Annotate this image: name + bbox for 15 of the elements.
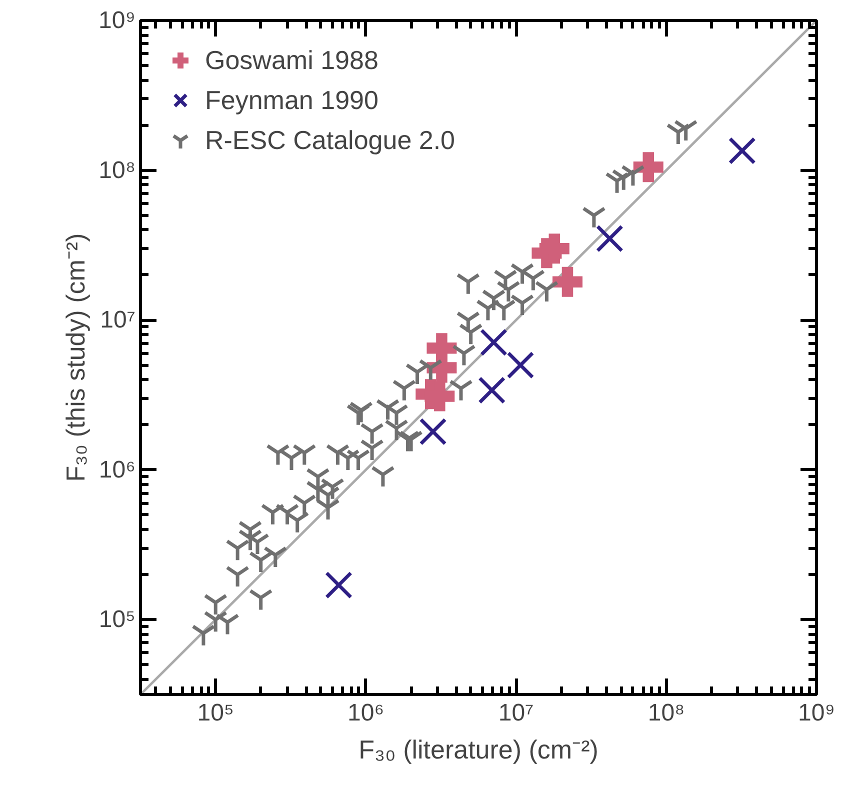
y-tick-label: 10⁸ [98,156,136,184]
y-axis-title: F₃₀ (this study) (cm⁻²) [60,233,91,482]
y-tick-label: 10⁷ [100,306,136,334]
x-tick-label: 10⁷ [498,700,534,726]
x-axis-title: F₃₀ (literature) (cm⁻²) [358,734,598,764]
legend-label: Goswami 1988 [205,44,378,76]
y-tick-label: 10⁵ [98,606,136,634]
legend-label: Feynman 1990 [205,84,378,116]
x-tick-label: 10⁶ [348,700,384,726]
x-tick-label: 10⁵ [197,700,234,726]
legend-label: R-ESC Catalogue 2.0 [205,124,456,156]
x-tick-label: 10⁸ [648,700,685,726]
y-tick-label: 10⁶ [98,456,136,484]
y-tick-label: 10⁹ [98,7,136,34]
x-tick-label: 10⁹ [798,700,835,726]
